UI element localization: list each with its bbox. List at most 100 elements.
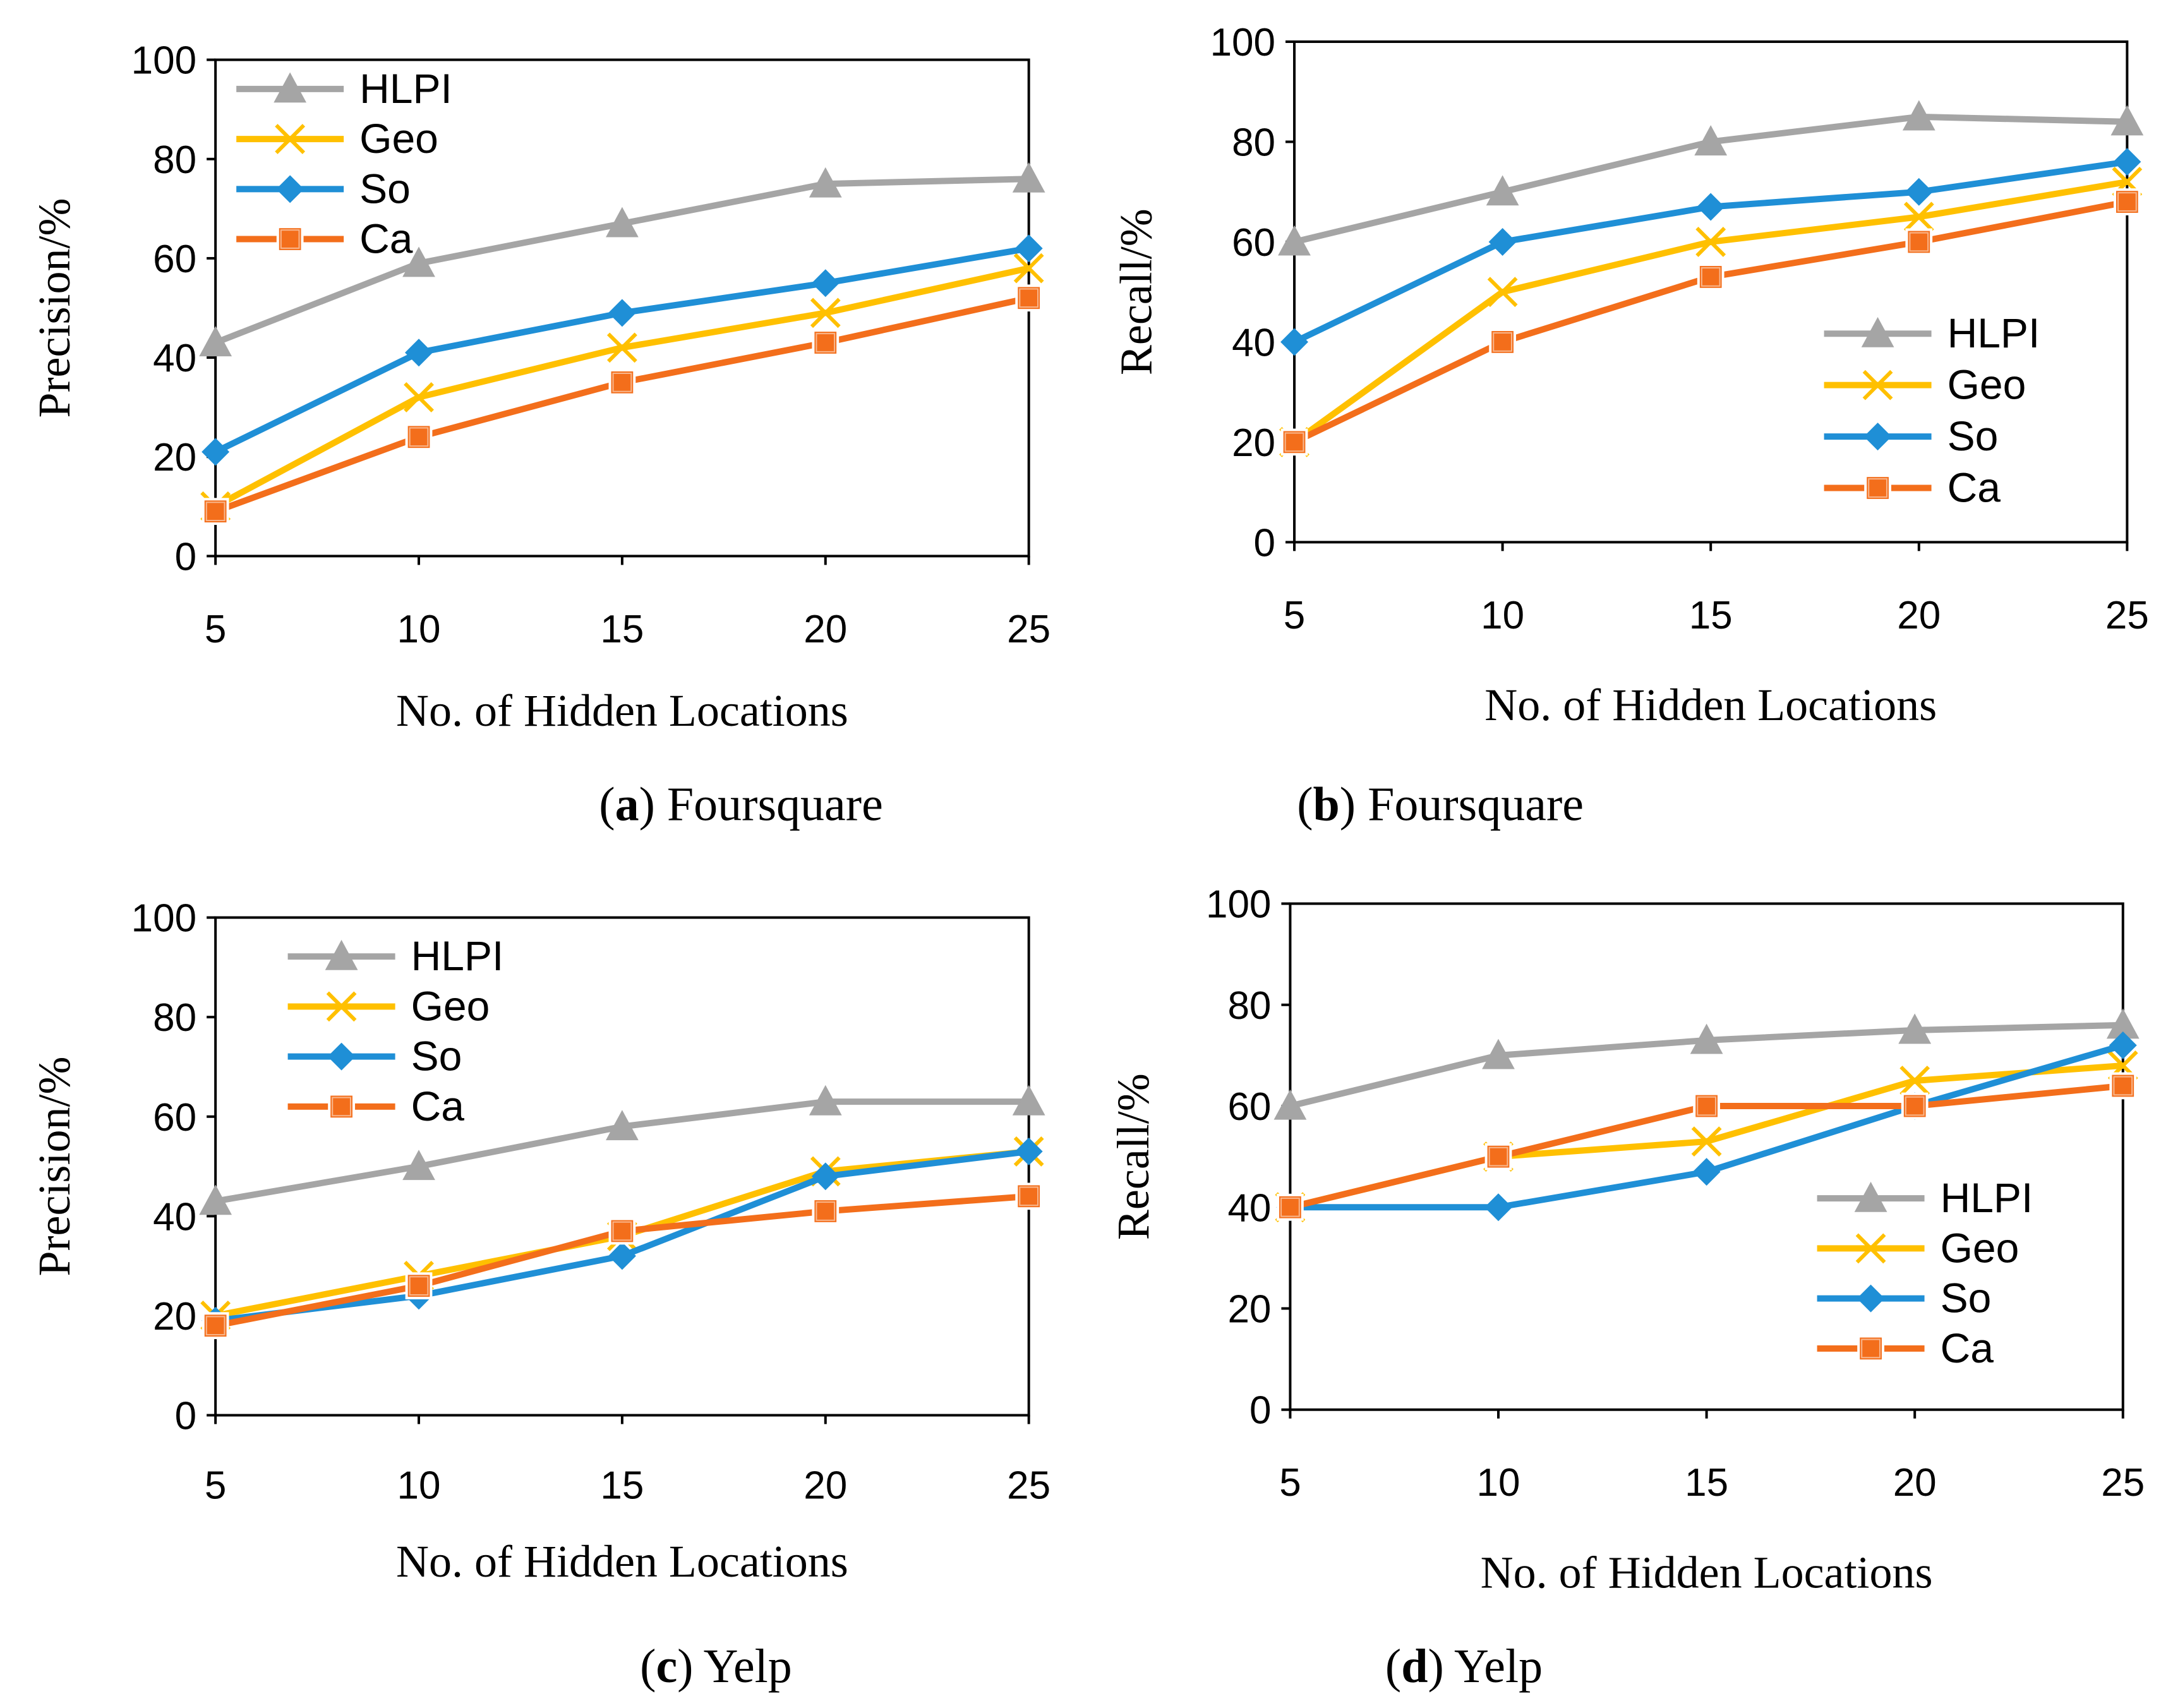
x-tick-label: 20 — [1897, 594, 1941, 637]
legend-item-hlpi: HLPI — [236, 65, 452, 112]
plot-frame — [1289, 902, 2124, 1411]
series-hlpi — [199, 162, 1045, 357]
point-so-marker — [608, 299, 636, 327]
legend-label: Ca — [1941, 1325, 1994, 1371]
x-tick-label: 15 — [600, 1464, 644, 1508]
point-ca-marker — [1280, 428, 1308, 456]
y-tick-label: 40 — [1227, 1186, 1271, 1230]
point-geo-marker — [1691, 1126, 1722, 1157]
point-hlpi-marker — [1694, 125, 1728, 156]
x-tick-label: 20 — [804, 1464, 847, 1508]
panel-c: 0 20 40 60 80 100 5 10 15 20 25 No. of Hidden Locat… — [29, 897, 1050, 1693]
legend-label: Ca — [1947, 464, 2001, 511]
legend-marker — [276, 175, 304, 203]
point-hlpi-marker — [1273, 1089, 1307, 1120]
legend-marker — [328, 1093, 355, 1121]
legend-label: HLPI — [1947, 310, 2040, 356]
legend-marker — [1864, 474, 1891, 502]
legend-label: Geo — [359, 115, 438, 162]
point-ca-marker — [1697, 263, 1725, 291]
point-hlpi-marker — [2110, 105, 2144, 136]
panel-a: 0 20 40 60 80 100 5 10 15 20 25 No. of Hidden Locat… — [29, 39, 1050, 831]
legend-marker — [1861, 316, 1894, 347]
point-hlpi-marker — [1690, 1023, 1723, 1054]
y-tick-label: 40 — [1232, 321, 1275, 364]
y-tick-label: 40 — [153, 1195, 196, 1239]
point-so-marker — [1484, 1193, 1513, 1222]
x-tick-label: 10 — [397, 1464, 441, 1508]
caption-letter: b — [1313, 778, 1340, 831]
y-tick-label: 100 — [131, 897, 196, 941]
x-tick-label: 25 — [2101, 1461, 2145, 1505]
point-ca-marker — [1015, 1182, 1043, 1210]
x-tick-label: 15 — [1685, 1461, 1728, 1505]
point-so-marker — [1014, 1137, 1043, 1165]
y-tick-label: 20 — [153, 436, 196, 479]
caption-text: Foursquare — [667, 778, 883, 831]
y-tick-label: 20 — [1227, 1287, 1271, 1331]
point-hlpi-marker — [606, 1110, 639, 1141]
point-hlpi-marker — [402, 1150, 435, 1181]
point-hlpi-marker — [1278, 225, 1311, 256]
legend-item-hlpi: HLPI — [287, 932, 504, 979]
legend-marker — [327, 1042, 356, 1071]
point-hlpi-marker — [402, 246, 435, 277]
caption-text: Yelp — [1454, 1640, 1543, 1693]
y-tick-label: 80 — [1232, 121, 1275, 164]
point-so-marker — [2113, 148, 2141, 176]
point-ca-marker — [405, 423, 433, 451]
legend-item-geo: Geo — [1817, 1224, 2019, 1271]
point-hlpi-marker — [1486, 175, 1519, 206]
point-hlpi-marker — [199, 326, 232, 357]
legend-item-geo: Geo — [236, 115, 438, 162]
legend-marker — [1857, 1335, 1884, 1362]
series-hlpi — [1273, 1008, 2140, 1120]
series-ca — [202, 284, 1043, 526]
x-tick-label: 5 — [205, 608, 226, 651]
x-tick-label: 5 — [1279, 1461, 1301, 1505]
point-so-marker — [2109, 1031, 2137, 1059]
y-tick-label: 100 — [1206, 883, 1271, 927]
series-so — [202, 234, 1043, 466]
x-tick-label: 25 — [2105, 594, 2149, 637]
caption-letter: a — [615, 778, 639, 831]
y-tick-label: 0 — [175, 1395, 196, 1438]
series-ca — [1280, 188, 2141, 456]
y-tick-label: 0 — [1249, 1389, 1271, 1433]
legend-label: HLPI — [411, 932, 504, 979]
point-geo-marker — [1695, 227, 1726, 257]
x-tick-label: 5 — [1284, 594, 1305, 637]
y-tick-label: 60 — [153, 1096, 196, 1140]
x-axis-label: No. of Hidden Locations — [396, 685, 848, 736]
point-hlpi-marker — [809, 167, 842, 198]
x-axis-label: No. of Hidden Locations — [396, 1536, 848, 1587]
x-tick-label: 5 — [205, 1464, 226, 1508]
caption-text: Foursquare — [1368, 778, 1584, 831]
point-geo-marker — [1487, 277, 1518, 308]
panel-caption: (d) Yelp — [1385, 1640, 1543, 1693]
legend-item-ca: Ca — [236, 215, 413, 262]
point-ca-marker — [2109, 1072, 2137, 1100]
legend-label: So — [1947, 412, 1999, 459]
legend-label: Ca — [411, 1083, 465, 1129]
point-ca-marker — [2114, 188, 2141, 215]
point-ca-marker — [1905, 228, 1933, 256]
point-ca-marker — [1015, 284, 1043, 312]
point-ca-marker — [1693, 1092, 1720, 1120]
legend-marker — [1862, 370, 1893, 400]
point-ca-marker — [202, 1312, 229, 1340]
legend-item-so: So — [236, 165, 411, 212]
y-tick-label: 40 — [153, 337, 196, 380]
point-ca-marker — [1277, 1193, 1304, 1221]
caption-letter: d — [1401, 1640, 1428, 1693]
y-tick-label: 100 — [131, 39, 196, 83]
point-so-marker — [405, 339, 433, 367]
y-tick-label: 20 — [153, 1295, 196, 1338]
x-tick-label: 25 — [1007, 608, 1050, 651]
x-tick-label: 20 — [1893, 1461, 1937, 1505]
